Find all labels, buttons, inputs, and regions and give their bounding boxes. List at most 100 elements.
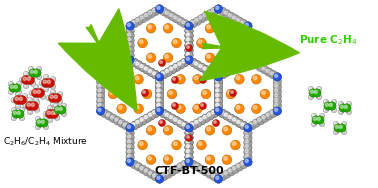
Circle shape: [231, 140, 240, 150]
Circle shape: [157, 74, 160, 77]
Circle shape: [256, 63, 265, 71]
Circle shape: [240, 160, 248, 169]
Circle shape: [9, 90, 11, 92]
Circle shape: [155, 5, 164, 13]
Circle shape: [339, 104, 347, 112]
Circle shape: [143, 65, 151, 74]
Circle shape: [227, 65, 235, 74]
Circle shape: [186, 43, 189, 46]
Circle shape: [231, 63, 240, 71]
Circle shape: [229, 89, 237, 96]
Circle shape: [138, 14, 147, 23]
Circle shape: [47, 96, 49, 98]
Circle shape: [274, 99, 278, 102]
Circle shape: [148, 127, 152, 131]
Circle shape: [222, 155, 232, 164]
Circle shape: [20, 107, 25, 113]
Circle shape: [161, 174, 164, 177]
Circle shape: [237, 62, 240, 65]
Circle shape: [138, 117, 147, 125]
Circle shape: [96, 73, 105, 81]
Circle shape: [43, 116, 49, 121]
Circle shape: [347, 101, 352, 107]
Circle shape: [206, 170, 214, 178]
Circle shape: [96, 92, 105, 101]
Circle shape: [274, 74, 278, 77]
Circle shape: [224, 11, 227, 14]
Circle shape: [169, 115, 173, 119]
Circle shape: [17, 90, 19, 92]
Circle shape: [206, 10, 214, 18]
Circle shape: [248, 58, 256, 67]
Circle shape: [203, 115, 206, 119]
Circle shape: [139, 40, 143, 43]
Circle shape: [29, 90, 35, 96]
Circle shape: [27, 109, 33, 115]
Circle shape: [189, 58, 197, 67]
Circle shape: [136, 164, 139, 167]
Circle shape: [244, 36, 252, 45]
Circle shape: [207, 69, 211, 73]
Circle shape: [157, 94, 160, 97]
Circle shape: [177, 105, 181, 109]
Circle shape: [23, 95, 25, 97]
Circle shape: [126, 158, 134, 166]
Circle shape: [147, 68, 155, 76]
Circle shape: [165, 113, 168, 116]
Circle shape: [311, 121, 316, 127]
Circle shape: [319, 113, 325, 118]
Circle shape: [206, 112, 214, 120]
Circle shape: [108, 89, 118, 99]
Circle shape: [151, 109, 160, 118]
Circle shape: [185, 138, 193, 147]
Circle shape: [245, 130, 248, 133]
Circle shape: [321, 114, 322, 116]
Circle shape: [207, 69, 211, 73]
Circle shape: [127, 23, 130, 27]
Circle shape: [273, 107, 282, 115]
Circle shape: [189, 121, 197, 130]
Circle shape: [157, 108, 160, 111]
Circle shape: [126, 56, 134, 64]
Circle shape: [165, 69, 168, 73]
Circle shape: [160, 121, 162, 123]
Circle shape: [98, 108, 101, 111]
Circle shape: [244, 158, 252, 166]
Circle shape: [172, 102, 178, 109]
Circle shape: [186, 125, 189, 128]
Circle shape: [273, 97, 282, 105]
Circle shape: [273, 78, 282, 86]
Circle shape: [123, 123, 126, 126]
Circle shape: [135, 76, 139, 80]
Circle shape: [211, 72, 215, 75]
Circle shape: [164, 10, 172, 18]
Circle shape: [244, 27, 252, 35]
Circle shape: [231, 165, 240, 174]
Circle shape: [126, 51, 134, 59]
Circle shape: [14, 85, 17, 88]
Circle shape: [227, 12, 235, 20]
Circle shape: [262, 115, 265, 119]
Circle shape: [249, 60, 253, 63]
Circle shape: [41, 88, 43, 90]
Circle shape: [203, 115, 206, 119]
Circle shape: [127, 130, 130, 133]
Circle shape: [149, 171, 152, 175]
Circle shape: [50, 89, 56, 95]
Circle shape: [191, 123, 194, 126]
Circle shape: [157, 79, 160, 82]
Circle shape: [266, 113, 270, 116]
Circle shape: [253, 105, 257, 109]
Circle shape: [245, 57, 248, 60]
Circle shape: [198, 142, 202, 146]
Circle shape: [35, 124, 40, 130]
Circle shape: [136, 62, 139, 65]
Circle shape: [136, 18, 139, 22]
Circle shape: [34, 85, 36, 87]
Circle shape: [186, 145, 189, 148]
Circle shape: [140, 118, 143, 121]
Circle shape: [126, 153, 134, 161]
Circle shape: [185, 124, 193, 132]
Circle shape: [235, 104, 244, 114]
Circle shape: [245, 52, 248, 56]
